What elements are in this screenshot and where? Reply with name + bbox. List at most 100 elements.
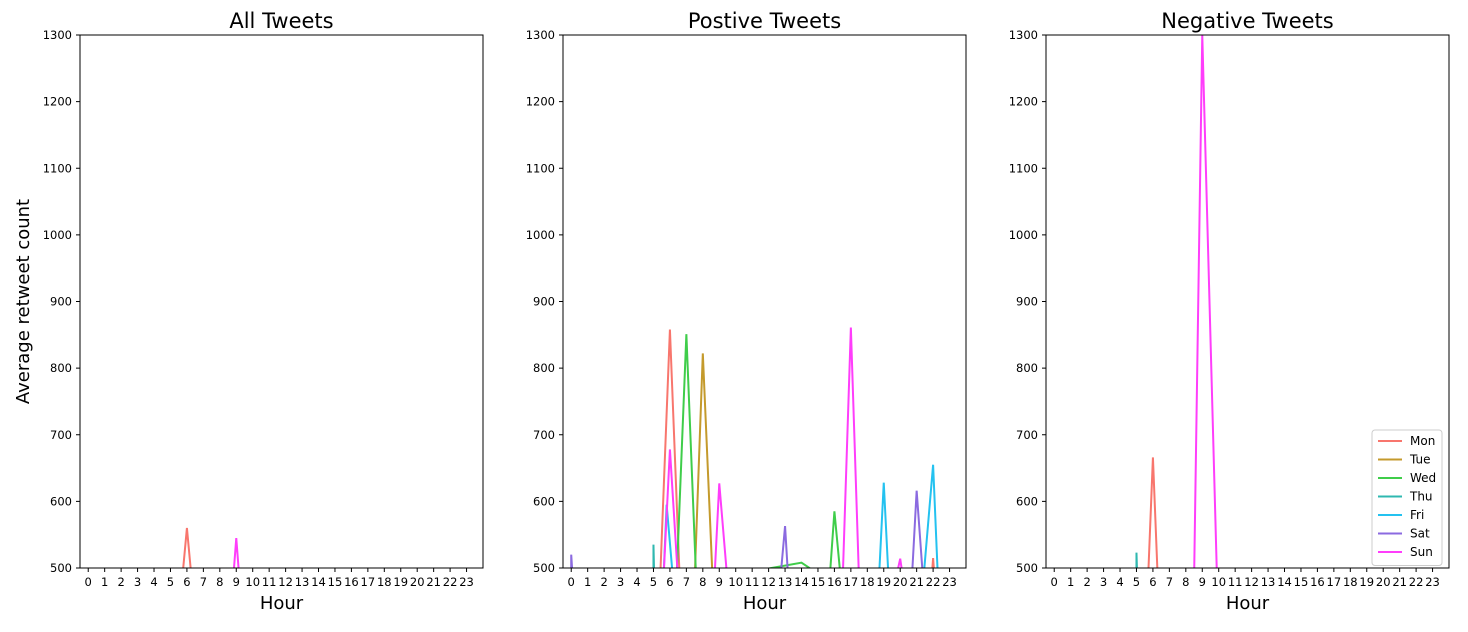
y-tick-label: 1100 — [1009, 161, 1038, 175]
y-tick-label: 1300 — [1009, 28, 1038, 42]
x-tick-label: 17 — [844, 575, 859, 589]
y-tick-label: 500 — [533, 561, 555, 575]
axes-frame — [79, 34, 484, 569]
series-group — [570, 327, 939, 568]
y-tick-label: 900 — [533, 295, 555, 309]
chart-title: All Tweets — [229, 9, 333, 33]
x-tick-label: 9 — [233, 575, 240, 589]
chart-title: Negative Tweets — [1161, 9, 1333, 33]
x-tick-label: 7 — [1166, 575, 1173, 589]
x-tick-label: 22 — [1409, 575, 1424, 589]
series-line-thu — [652, 544, 655, 568]
chart-title: Postive Tweets — [688, 9, 841, 33]
series-line-sun — [232, 537, 240, 568]
x-tick-label: 19 — [876, 575, 891, 589]
x-tick-label: 20 — [1376, 575, 1391, 589]
series-line-mon — [182, 527, 192, 568]
x-tick-label: 5 — [167, 575, 174, 589]
x-tick-label: 12 — [761, 575, 776, 589]
x-tick-label: 19 — [393, 575, 408, 589]
x-tick-label: 22 — [926, 575, 941, 589]
x-tick-label: 21 — [426, 575, 441, 589]
y-tick-label: 900 — [1016, 295, 1038, 309]
x-tick-label: 21 — [909, 575, 924, 589]
x-tick-label: 13 — [295, 575, 310, 589]
y-tick-label: 1200 — [526, 95, 555, 109]
y-tick-label: 1100 — [43, 161, 72, 175]
series-group — [182, 527, 240, 568]
x-axis-label: Hour — [1226, 593, 1270, 614]
y-tick-label: 800 — [533, 361, 555, 375]
x-tick-label: 1 — [584, 575, 591, 589]
x-tick-label: 1 — [101, 575, 108, 589]
x-tick-label: 16 — [1310, 575, 1325, 589]
x-tick-label: 14 — [311, 575, 326, 589]
series-line-thu — [1135, 552, 1138, 568]
x-tick-label: 21 — [1392, 575, 1407, 589]
x-tick-label: 16 — [827, 575, 842, 589]
legend: Mon Tue Wed Thu Fri Sat Sun — [1371, 429, 1443, 566]
x-tick-label: 5 — [650, 575, 657, 589]
x-tick-label: 12 — [1244, 575, 1259, 589]
series-line-wed — [676, 334, 841, 568]
x-tick-label: 23 — [942, 575, 957, 589]
x-tick-label: 9 — [1199, 575, 1206, 589]
x-tick-label: 22 — [443, 575, 458, 589]
x-tick-label: 15 — [811, 575, 826, 589]
x-tick-label: 10 — [728, 575, 743, 589]
y-tick-label: 600 — [50, 494, 72, 508]
y-tick-label: 800 — [50, 361, 72, 375]
x-tick-label: 9 — [716, 575, 723, 589]
series-group — [1135, 35, 1218, 568]
x-tick-label: 4 — [150, 575, 157, 589]
x-tick-label: 11 — [745, 575, 760, 589]
x-tick-label: 13 — [778, 575, 793, 589]
y-tick-label: 500 — [1016, 561, 1038, 575]
series-line-fri — [662, 464, 939, 568]
x-tick-label: 20 — [893, 575, 908, 589]
x-tick-label: 11 — [262, 575, 277, 589]
x-tick-label: 6 — [1149, 575, 1156, 589]
x-tick-label: 14 — [1277, 575, 1292, 589]
y-tick-label: 1200 — [1009, 95, 1038, 109]
y-tick-label: 800 — [1016, 361, 1038, 375]
y-tick-label: 500 — [50, 561, 72, 575]
x-tick-label: 3 — [134, 575, 141, 589]
x-tick-label: 10 — [1211, 575, 1226, 589]
series-line-sun — [663, 327, 903, 568]
y-tick-label: 1200 — [43, 95, 72, 109]
x-tick-label: 12 — [278, 575, 293, 589]
legend-label-sat: Sat — [1410, 527, 1430, 541]
x-tick-label: 14 — [794, 575, 809, 589]
x-tick-label: 4 — [1116, 575, 1123, 589]
x-tick-label: 2 — [600, 575, 607, 589]
series-line-sat — [570, 490, 924, 568]
x-tick-label: 3 — [617, 575, 624, 589]
y-tick-label: 700 — [1016, 428, 1038, 442]
x-tick-label: 5 — [1133, 575, 1140, 589]
series-line-tue — [694, 353, 714, 568]
legend-label-tue: Tue — [1409, 453, 1431, 467]
x-tick-label: 11 — [1228, 575, 1243, 589]
x-tick-label: 0 — [568, 575, 575, 589]
x-tick-label: 4 — [633, 575, 640, 589]
y-tick-label: 1000 — [43, 228, 72, 242]
x-tick-label: 17 — [1327, 575, 1342, 589]
legend-label-fri: Fri — [1410, 508, 1424, 522]
y-tick-label: 700 — [533, 428, 555, 442]
legend-label-thu: Thu — [1409, 490, 1433, 504]
y-tick-label: 600 — [1016, 494, 1038, 508]
legend-box — [1371, 429, 1443, 566]
x-axis-label: Hour — [743, 593, 787, 614]
y-tick-label: 600 — [533, 494, 555, 508]
y-tick-label: 1300 — [526, 28, 555, 42]
y-tick-label: 1100 — [526, 161, 555, 175]
x-tick-label: 7 — [200, 575, 207, 589]
x-tick-label: 1 — [1067, 575, 1074, 589]
x-tick-label: 0 — [1051, 575, 1058, 589]
y-axis-label: Average retweet count — [13, 199, 34, 404]
